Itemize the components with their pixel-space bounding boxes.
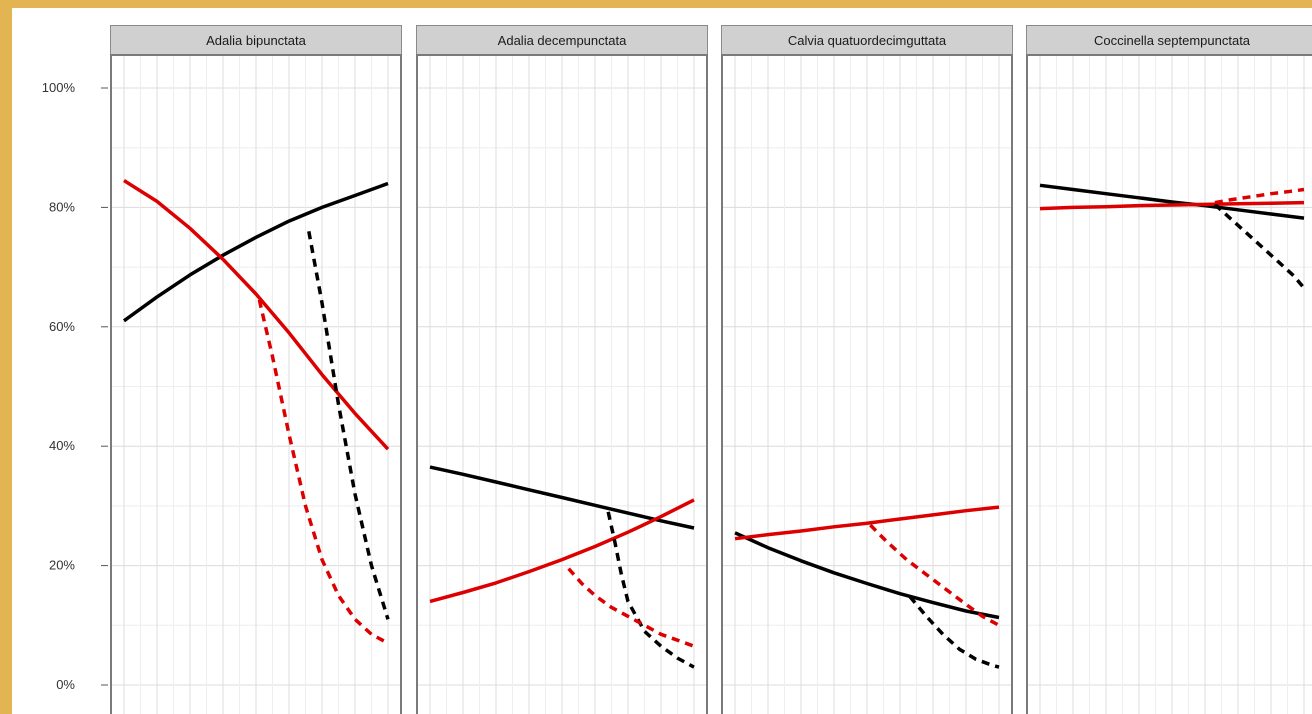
solid-black-series-line xyxy=(122,181,389,323)
facet-strip xyxy=(721,25,1013,56)
solid-black-series-line xyxy=(1039,183,1305,220)
y-axis: 0% 20% 40% 60% 80% 100% xyxy=(42,80,108,692)
facet-strip-label: Adalia decempunctata xyxy=(498,33,627,48)
grid-lines xyxy=(110,55,402,714)
panel-border xyxy=(1026,54,1312,714)
solid-black-series-line xyxy=(429,465,695,530)
facet-strip-label: Coccinella septempunctata xyxy=(1094,33,1251,48)
facet-panel: Calvia quatuordecimguttata xyxy=(721,25,1013,714)
facet-panel: Adalia bipunctata xyxy=(110,25,402,714)
y-tick-label: 0% xyxy=(56,677,75,692)
dashed-red-series-line xyxy=(257,299,389,645)
dashed-black-series-line xyxy=(1213,203,1306,290)
y-tick-label: 100% xyxy=(42,80,76,95)
dashed-red-series-line xyxy=(567,567,695,648)
facet-strip-label: Adalia bipunctata xyxy=(206,33,307,48)
y-tick-label: 80% xyxy=(49,199,75,214)
series-group xyxy=(1039,183,1306,290)
y-tick-label: 20% xyxy=(49,558,75,573)
faceted-line-chart: 0%20%40%60%80%100% Adalia bipunctata Adal… xyxy=(42,25,1312,714)
facet-panels: Adalia bipunctata Adalia decempunctata Cal… xyxy=(110,25,1312,714)
panel-border xyxy=(416,54,708,714)
series-group xyxy=(429,465,695,669)
dashed-black-series-line xyxy=(307,230,390,620)
facet-panel: Adalia decempunctata xyxy=(416,25,708,714)
solid-red-series-line xyxy=(1039,200,1305,211)
dashed-black-series-line xyxy=(908,595,1000,669)
series-group xyxy=(122,179,390,645)
dashed-red-series-line xyxy=(1214,187,1305,205)
solid-red-series-line xyxy=(123,179,390,451)
plot-background xyxy=(1026,55,1312,714)
facet-strip-label: Calvia quatuordecimguttata xyxy=(788,33,947,48)
y-tick-label: 40% xyxy=(49,438,75,453)
facet-strip xyxy=(416,25,708,56)
grid-lines xyxy=(721,55,1013,714)
panel-border xyxy=(110,54,402,714)
dashed-red-series-line xyxy=(869,523,1000,627)
panel-border xyxy=(721,54,1013,714)
facet-strip xyxy=(1026,25,1312,56)
series-group xyxy=(734,505,1000,669)
solid-red-series-line xyxy=(429,498,695,604)
y-tick-label: 60% xyxy=(49,319,75,334)
grid-lines xyxy=(1026,55,1312,714)
grid-lines xyxy=(416,55,708,714)
solid-red-series-line xyxy=(734,505,1000,541)
facet-panel: Coccinella septempunctata xyxy=(1026,25,1312,714)
chart-page: 0% 20% 40% 60% 80% 100% Adalia bipunctata Adal… xyxy=(12,8,1312,714)
solid-black-series-line xyxy=(734,531,1000,620)
